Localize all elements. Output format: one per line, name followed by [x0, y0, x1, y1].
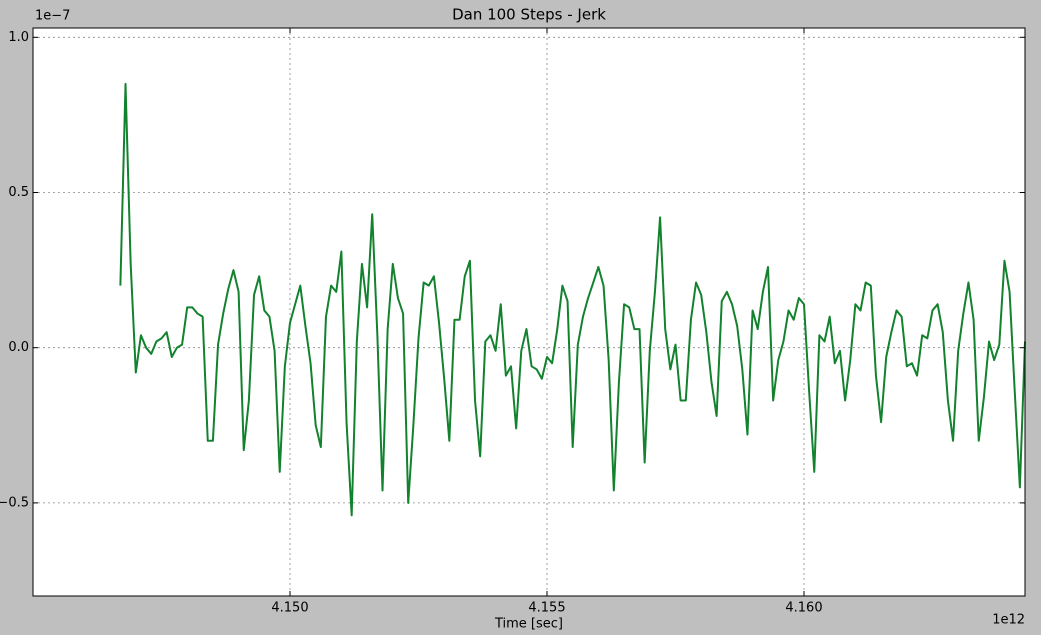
- x-axis-label: Time [sec]: [494, 617, 563, 632]
- data-line: [119, 82, 1026, 517]
- x-tick-label: 4.150: [271, 601, 308, 616]
- y-tick-label: 0.0: [8, 340, 29, 355]
- x-tick-label: 4.160: [785, 601, 822, 616]
- y-tick-label: 0.5: [8, 185, 29, 200]
- y-tick-label: 1.0: [8, 30, 29, 45]
- plot-frame: [32, 27, 1026, 597]
- plot-area: [33, 28, 1025, 596]
- chart-title: Dan 100 Steps - Jerk: [452, 6, 606, 24]
- plot-layer: [33, 28, 1026, 596]
- x-tick-label: 4.155: [528, 601, 565, 616]
- y-offset-label: 1e−7: [35, 9, 70, 24]
- y-tick-label: −0.5: [0, 495, 29, 510]
- x-offset-label: 1e12: [992, 613, 1025, 628]
